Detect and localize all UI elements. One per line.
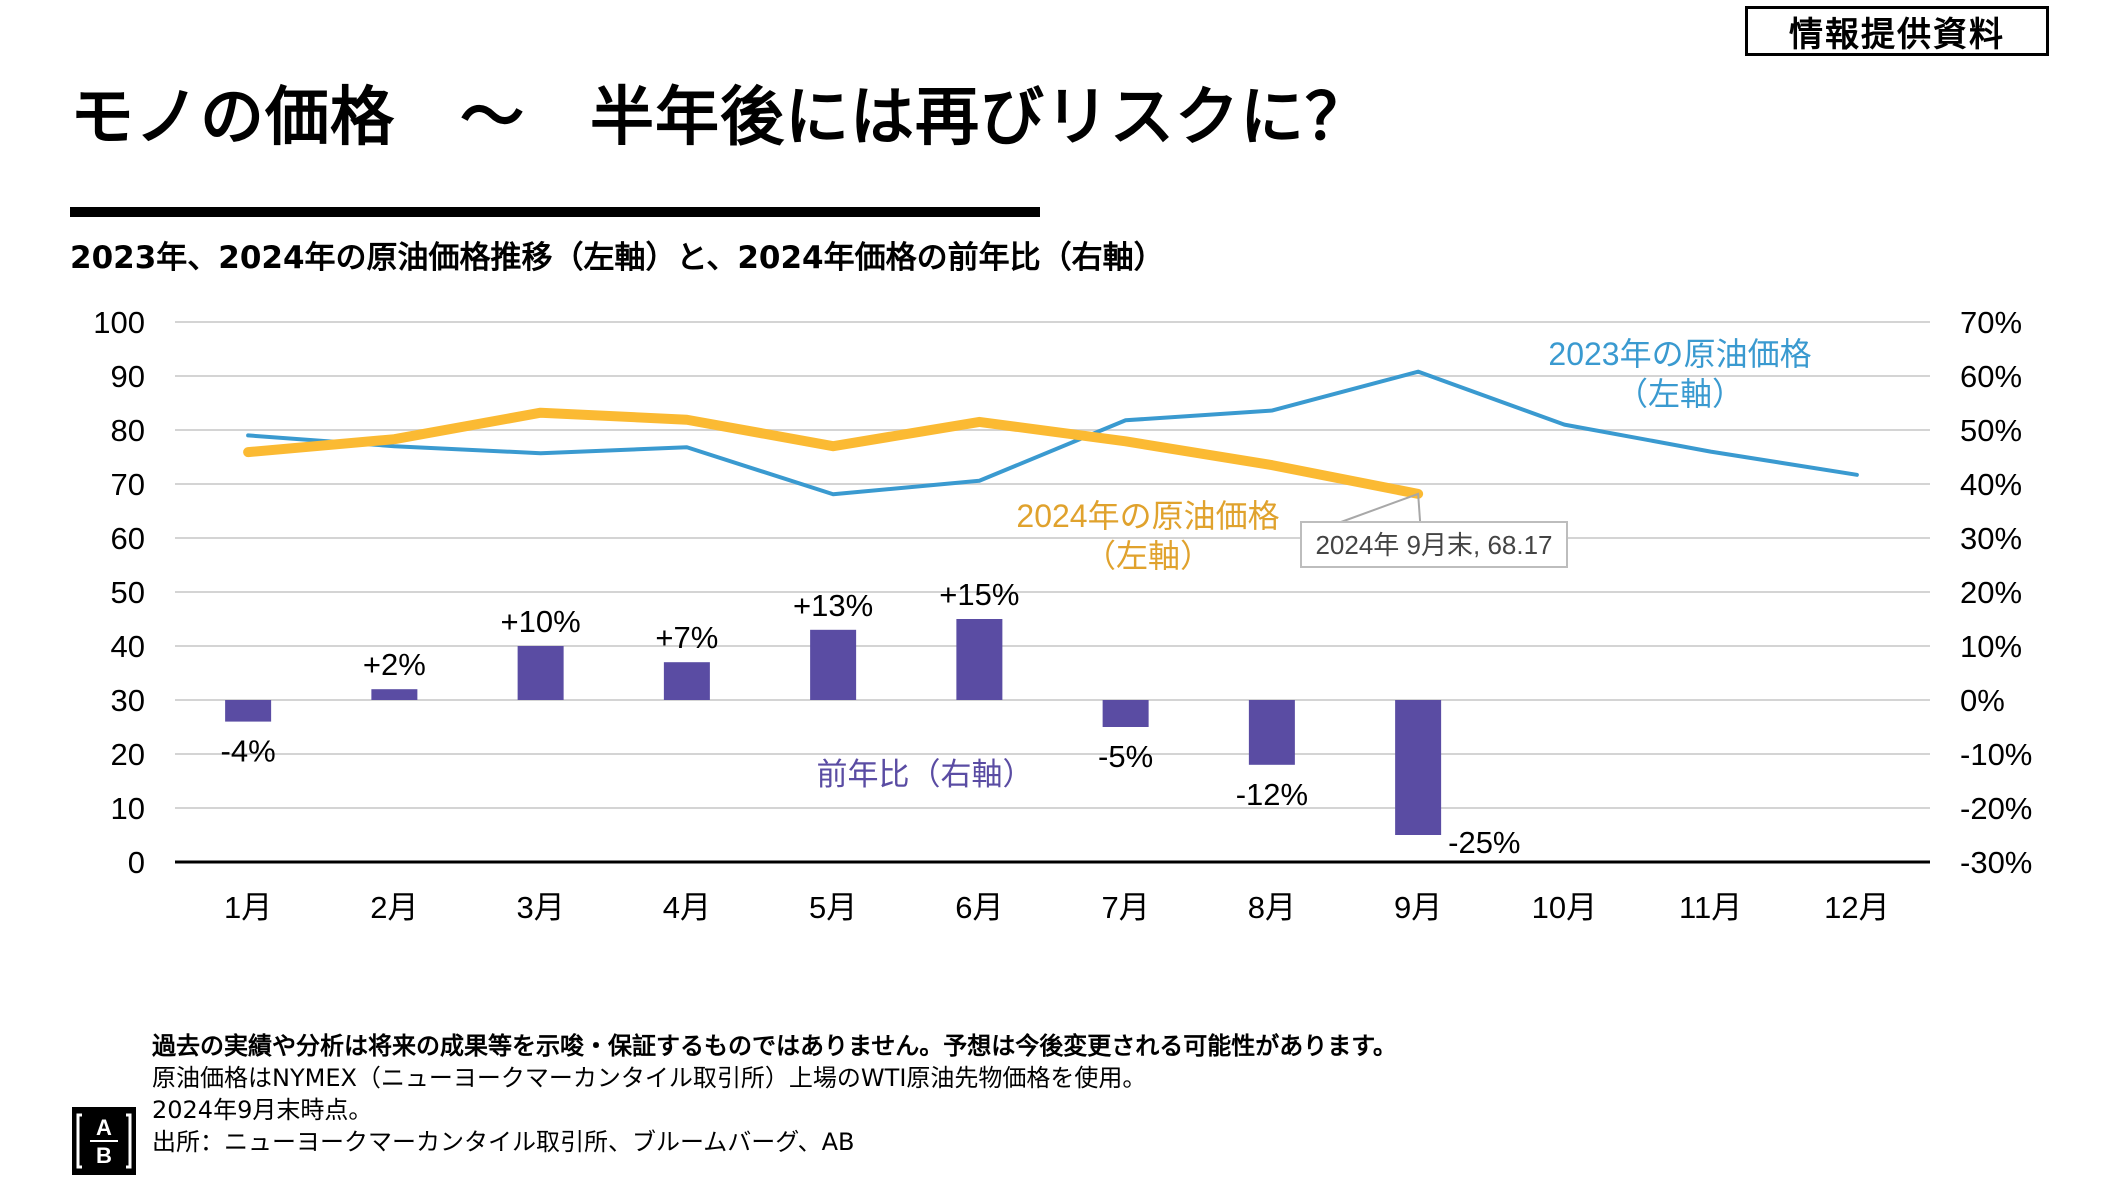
- x-axis-tick-label: 1月: [224, 890, 272, 925]
- line-2023: [246, 369, 1859, 497]
- right-axis-tick-label: 30%: [1960, 521, 2022, 556]
- right-axis-tick-label: 0%: [1960, 683, 2005, 718]
- disclaimer-note: 過去の実績や分析は将来の成果等を示唆・保証するものではありません。予想は今後変更…: [152, 1032, 1397, 1060]
- logo-letter-b: B: [96, 1143, 112, 1168]
- left-axis-tick-label: 100: [93, 305, 145, 340]
- right-axis-tick-label: -20%: [1960, 791, 2032, 826]
- label-yoy: 前年比（右軸）: [817, 757, 1034, 792]
- x-axis-tick-label: 7月: [1102, 890, 1150, 925]
- right-axis-tick-label: 70%: [1960, 305, 2022, 340]
- x-axis-tick-label: 4月: [663, 890, 711, 925]
- x-axis-tick-label: 10月: [1532, 890, 1597, 925]
- callout-leader: [1340, 492, 1422, 523]
- left-axis-tick-label: 90: [111, 359, 145, 394]
- bar-data-label: -4%: [221, 734, 276, 769]
- left-axis-tick-label: 40: [111, 629, 145, 664]
- x-axis-tick-label: 5月: [809, 890, 857, 925]
- grid-lines: [175, 321, 1930, 809]
- label-2024-line1: 2024年の原油価格: [1016, 498, 1279, 534]
- price-lines: [243, 369, 1859, 499]
- page-title: モノの価格 ～ 半年後には再びリスクに？: [70, 81, 1370, 155]
- left-axis-tick-label: 70: [111, 467, 145, 502]
- oil-price-chart: 0 10 20 30 40 50 60 70 80 90 100 -30% -20% -10% 0% 10% 2…: [93, 305, 2032, 925]
- left-axis-tick-label: 20: [111, 737, 145, 772]
- left-axis-tick-label: 0: [128, 845, 145, 880]
- right-axis-tick-label: 60%: [1960, 359, 2022, 394]
- left-axis-tick-label: 60: [111, 521, 145, 556]
- left-axis-tick-label: 10: [111, 791, 145, 826]
- line-2024: [243, 407, 1424, 499]
- bar-data-label: +7%: [655, 620, 718, 655]
- left-axis-tick-label: 50: [111, 575, 145, 610]
- yoy-bar: [663, 662, 710, 700]
- right-axis-tick-label: 40%: [1960, 467, 2022, 502]
- data-source-note: 原油価格はNYMEX（ニューヨークマーカンタイル取引所）上場のWTI原油先物価格…: [152, 1064, 1147, 1092]
- x-axis-tick-label: 3月: [517, 890, 565, 925]
- bar-data-label: +13%: [793, 588, 873, 623]
- right-axis-tick-label: 50%: [1960, 413, 2022, 448]
- callout-box: [1300, 521, 1568, 568]
- bar-data-label: -25%: [1448, 825, 1520, 860]
- yoy-bars: [225, 619, 1442, 835]
- label-2023-line2: （左軸）: [1616, 376, 1744, 412]
- bar-data-label: -5%: [1098, 739, 1153, 774]
- sources-note: 出所：ニューヨークマーカンタイル取引所、ブルームバーグ、AB: [152, 1128, 855, 1156]
- yoy-bar: [1248, 700, 1295, 765]
- yoy-bar: [956, 619, 1003, 700]
- x-axis-tick-label: 2月: [370, 890, 418, 925]
- yoy-bar: [517, 646, 564, 700]
- yoy-bar: [1395, 700, 1442, 835]
- bar-data-label: +15%: [939, 577, 1019, 612]
- label-2024-line2: （左軸）: [1084, 538, 1212, 574]
- yoy-bar: [225, 700, 272, 722]
- x-axis-tick-label: 11月: [1679, 890, 1742, 925]
- callout-text: 2024年 9月末, 68.17: [1315, 530, 1552, 560]
- yoy-bar: [371, 689, 418, 700]
- ab-logo: A B: [72, 1107, 136, 1175]
- bar-data-label: +2%: [363, 647, 426, 682]
- x-axis-tick-label: 6月: [955, 890, 1003, 925]
- axes: 0 10 20 30 40 50 60 70 80 90 100 -30% -20% -10% 0% 10% 2…: [93, 305, 2032, 925]
- title-divider: [70, 207, 1040, 217]
- info-material-badge: 情報提供資料: [1745, 6, 2049, 56]
- bar-data-label: +10%: [501, 604, 581, 639]
- right-axis-tick-label: -30%: [1960, 845, 2032, 880]
- bar-data-label: -12%: [1236, 777, 1308, 812]
- x-axis-tick-label: 8月: [1248, 890, 1296, 925]
- yoy-bar: [1102, 700, 1149, 727]
- label-2023-line1: 2023年の原油価格: [1548, 336, 1811, 372]
- left-axis-tick-label: 30: [111, 683, 145, 718]
- footnotes: 過去の実績や分析は将来の成果等を示唆・保証するものではありません。予想は今後変更…: [152, 1030, 1397, 1158]
- chart-subtitle: 2023年、2024年の原油価格推移（左軸）と、2024年価格の前年比（右軸）: [70, 240, 1165, 276]
- yoy-bar: [810, 629, 857, 700]
- logo-letter-a: A: [96, 1115, 112, 1140]
- x-axis-tick-label: 12月: [1824, 890, 1889, 925]
- as-of-note: 2024年9月末時点。: [152, 1096, 373, 1124]
- x-axis-tick-label: 9月: [1394, 890, 1442, 925]
- right-axis-tick-label: 20%: [1960, 575, 2022, 610]
- chart-labels: -4% +2% +10% +7% +13% +15% -5% -12% -25% 2023年の原油…: [221, 336, 1812, 860]
- right-axis-tick-label: -10%: [1960, 737, 2032, 772]
- right-axis-tick-label: 10%: [1960, 629, 2022, 664]
- left-axis-tick-label: 80: [111, 413, 145, 448]
